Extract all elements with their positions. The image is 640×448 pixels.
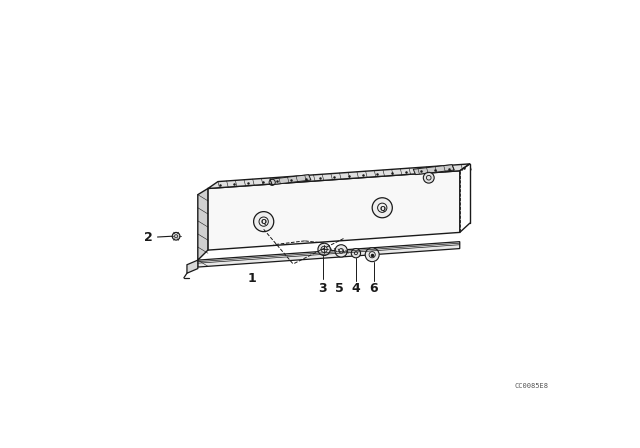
Polygon shape <box>208 164 470 189</box>
Circle shape <box>335 245 348 257</box>
Circle shape <box>365 248 379 262</box>
Text: Q: Q <box>380 206 385 211</box>
Circle shape <box>253 211 274 232</box>
Polygon shape <box>208 171 460 250</box>
Text: Q: Q <box>260 220 267 225</box>
Polygon shape <box>198 189 208 260</box>
Circle shape <box>318 243 330 255</box>
Text: 5: 5 <box>335 282 344 295</box>
Circle shape <box>423 172 434 183</box>
Polygon shape <box>187 260 198 273</box>
Polygon shape <box>198 241 460 267</box>
Text: 2: 2 <box>144 231 152 244</box>
Polygon shape <box>270 175 311 185</box>
Circle shape <box>372 198 392 218</box>
Circle shape <box>351 249 360 258</box>
Text: 1: 1 <box>248 272 257 285</box>
Polygon shape <box>413 165 454 175</box>
Text: 6: 6 <box>369 282 378 295</box>
Text: 3: 3 <box>318 282 327 295</box>
Text: 4: 4 <box>351 282 360 295</box>
Circle shape <box>172 233 180 240</box>
Text: CC0085E8: CC0085E8 <box>515 383 549 389</box>
